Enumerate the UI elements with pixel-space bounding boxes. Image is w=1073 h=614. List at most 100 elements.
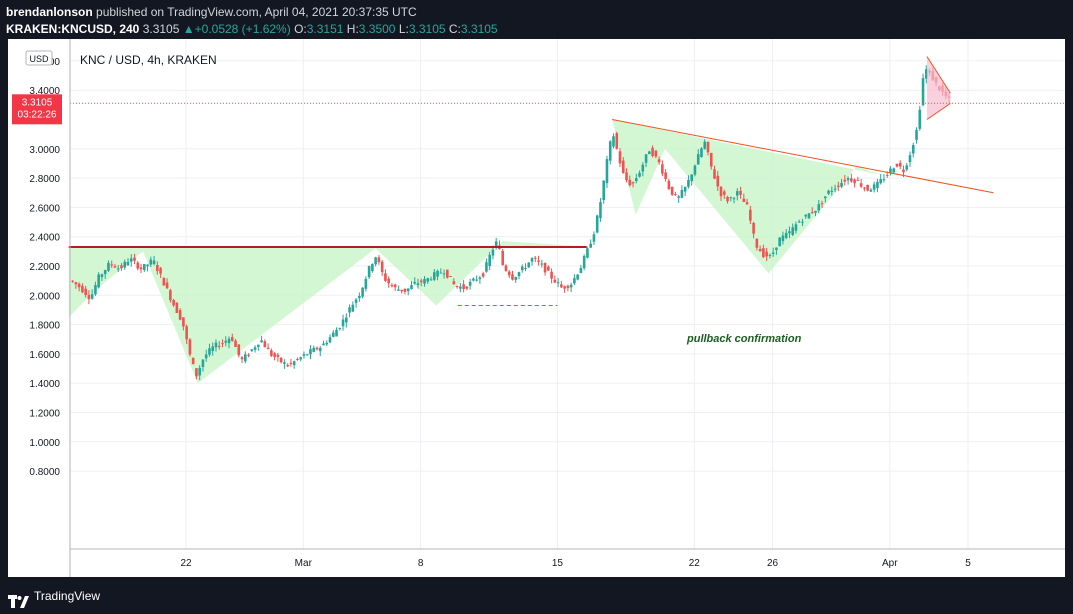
x-tick-label: Mar — [295, 558, 313, 569]
candle-body — [599, 202, 602, 218]
candle-body — [716, 175, 720, 187]
candle-body — [693, 165, 697, 175]
candle-body — [833, 188, 837, 190]
candle-body — [462, 284, 465, 290]
candle-body — [677, 196, 680, 198]
y-tick-label: 2.4000 — [29, 233, 60, 244]
candle-body — [856, 179, 860, 181]
candle-body — [556, 282, 560, 284]
candle-body — [71, 280, 74, 282]
candle-body — [703, 141, 707, 149]
candle-body — [648, 151, 651, 155]
candle-body — [201, 359, 205, 367]
candle-body — [726, 196, 729, 202]
candle-body — [924, 69, 928, 79]
chart-area[interactable]: 4.20003.80003.60003.40003.00002.80002.60… — [0, 28, 1073, 588]
candle-body — [403, 288, 407, 292]
candle-body — [318, 347, 322, 352]
candle-body — [240, 357, 244, 360]
x-tick-label: 8 — [418, 558, 424, 569]
last-price: 3.3105 — [142, 22, 180, 36]
candle-body — [504, 265, 508, 271]
candle-body — [807, 213, 811, 219]
candle-body — [449, 275, 452, 277]
price-chart[interactable]: 4.20003.80003.60003.40003.00002.80002.60… — [0, 28, 1073, 588]
tradingview-brand[interactable]: TradingView — [34, 589, 101, 603]
candle-body — [172, 300, 175, 306]
candle-body — [260, 340, 263, 343]
wedge-fill — [926, 56, 951, 120]
candle-body — [872, 184, 876, 190]
candle-body — [823, 196, 827, 199]
publish-info: brendanlonson published on TradingView.c… — [6, 5, 417, 19]
candle-body — [410, 285, 413, 290]
symbol: KRAKEN:KNCUSD, 240 — [6, 22, 140, 36]
price-tag-countdown: 03:22:26 — [18, 109, 57, 120]
pattern-fills — [68, 119, 882, 384]
candle-body — [550, 271, 553, 279]
y-tick-label: 1.2000 — [29, 409, 60, 420]
candle-body — [74, 282, 78, 285]
candle-body — [87, 294, 91, 300]
candle-body — [211, 346, 215, 352]
candle-body — [520, 266, 524, 271]
candle-body — [801, 221, 804, 223]
candle-body — [120, 265, 123, 269]
candle-body — [511, 274, 514, 280]
candle-body — [481, 273, 485, 277]
candle-body — [560, 284, 563, 288]
candle-body — [543, 262, 547, 273]
candle-body — [465, 286, 469, 289]
currency-label: USD — [29, 54, 49, 64]
candle-body — [817, 204, 821, 211]
candle-body — [253, 347, 257, 350]
candle-body — [276, 354, 280, 357]
y-tick-label: 1.6000 — [29, 350, 60, 361]
candle-body — [348, 307, 351, 313]
candle-body — [635, 178, 638, 182]
candle-body — [621, 160, 625, 174]
candle-body — [608, 141, 612, 161]
candle-body — [696, 154, 700, 165]
candle-body — [296, 359, 299, 361]
candle-body — [882, 179, 886, 181]
candle-body — [885, 174, 889, 176]
candle-body — [582, 256, 586, 269]
candle-body — [713, 169, 716, 179]
candle-body — [204, 354, 208, 359]
candle-body — [745, 202, 749, 205]
candle-body — [612, 136, 615, 147]
candle-body — [234, 340, 237, 347]
candle-body — [266, 347, 270, 350]
price-change: +0.0528 (+1.62%) — [194, 22, 291, 36]
candle-body — [400, 289, 404, 292]
candle-body — [286, 364, 289, 367]
candle-body — [843, 179, 847, 182]
candle-body — [149, 259, 153, 265]
candle-body — [664, 172, 667, 179]
candle-body — [859, 183, 863, 187]
candle-series — [71, 65, 951, 381]
candle-body — [452, 281, 456, 285]
candle-body — [908, 155, 912, 163]
candle-body — [387, 278, 390, 284]
x-axis[interactable]: 22 Mar 8 15 22 26 Apr 5 — [180, 558, 971, 569]
x-tick-label: 22 — [689, 558, 701, 569]
candle-body — [195, 368, 198, 377]
candle-body — [879, 179, 882, 184]
candle-body — [921, 78, 925, 106]
candle-body — [644, 154, 648, 163]
candle-body — [579, 267, 583, 274]
candle-body — [667, 180, 671, 190]
candle-body — [915, 129, 918, 140]
candle-body — [162, 277, 166, 286]
tradingview-logo-icon[interactable] — [8, 595, 30, 609]
candle-body — [683, 186, 687, 192]
candle-body — [129, 258, 133, 262]
candle-body — [573, 278, 576, 284]
currency-box[interactable] — [25, 50, 53, 66]
candle-body — [390, 285, 394, 287]
candle-body — [804, 214, 808, 217]
candle-body — [618, 151, 622, 164]
candle-body — [736, 191, 739, 196]
